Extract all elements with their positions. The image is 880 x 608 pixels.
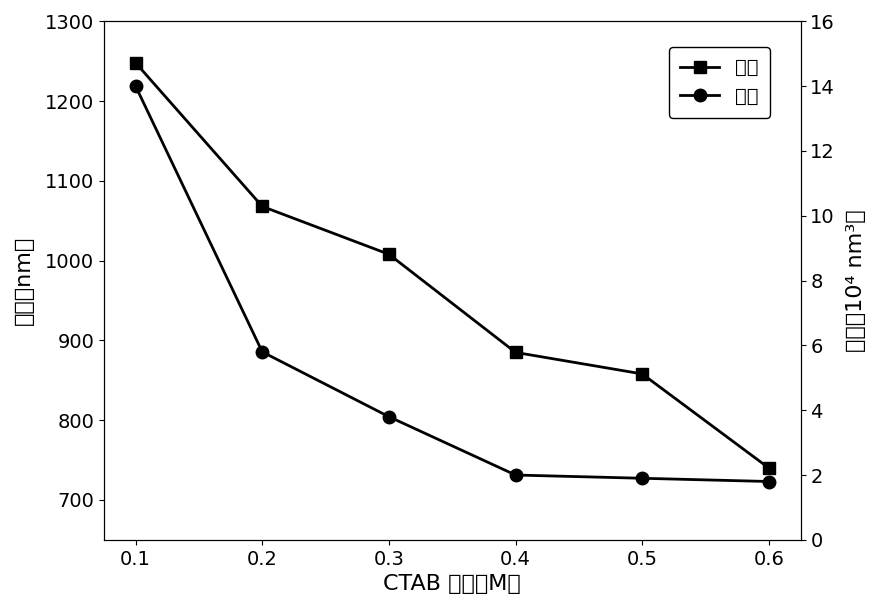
体积 xyxy=(384,413,394,420)
波长 xyxy=(384,250,394,258)
体积 xyxy=(257,348,268,356)
Y-axis label: 体积（10⁴ nm³）: 体积（10⁴ nm³） xyxy=(846,209,866,352)
Line: 体积: 体积 xyxy=(129,80,775,488)
体积 xyxy=(130,83,141,90)
波长 xyxy=(764,465,774,472)
Y-axis label: 波长（nm）: 波长（nm） xyxy=(14,236,34,325)
体积 xyxy=(764,478,774,485)
体积 xyxy=(510,471,521,478)
波长 xyxy=(257,203,268,210)
Legend: 波长, 体积: 波长, 体积 xyxy=(669,47,770,118)
X-axis label: CTAB 浓度（M）: CTAB 浓度（M） xyxy=(384,574,521,594)
波长 xyxy=(637,370,648,378)
Line: 波长: 波长 xyxy=(129,57,775,474)
体积 xyxy=(637,475,648,482)
波长 xyxy=(510,349,521,356)
波长 xyxy=(130,59,141,66)
